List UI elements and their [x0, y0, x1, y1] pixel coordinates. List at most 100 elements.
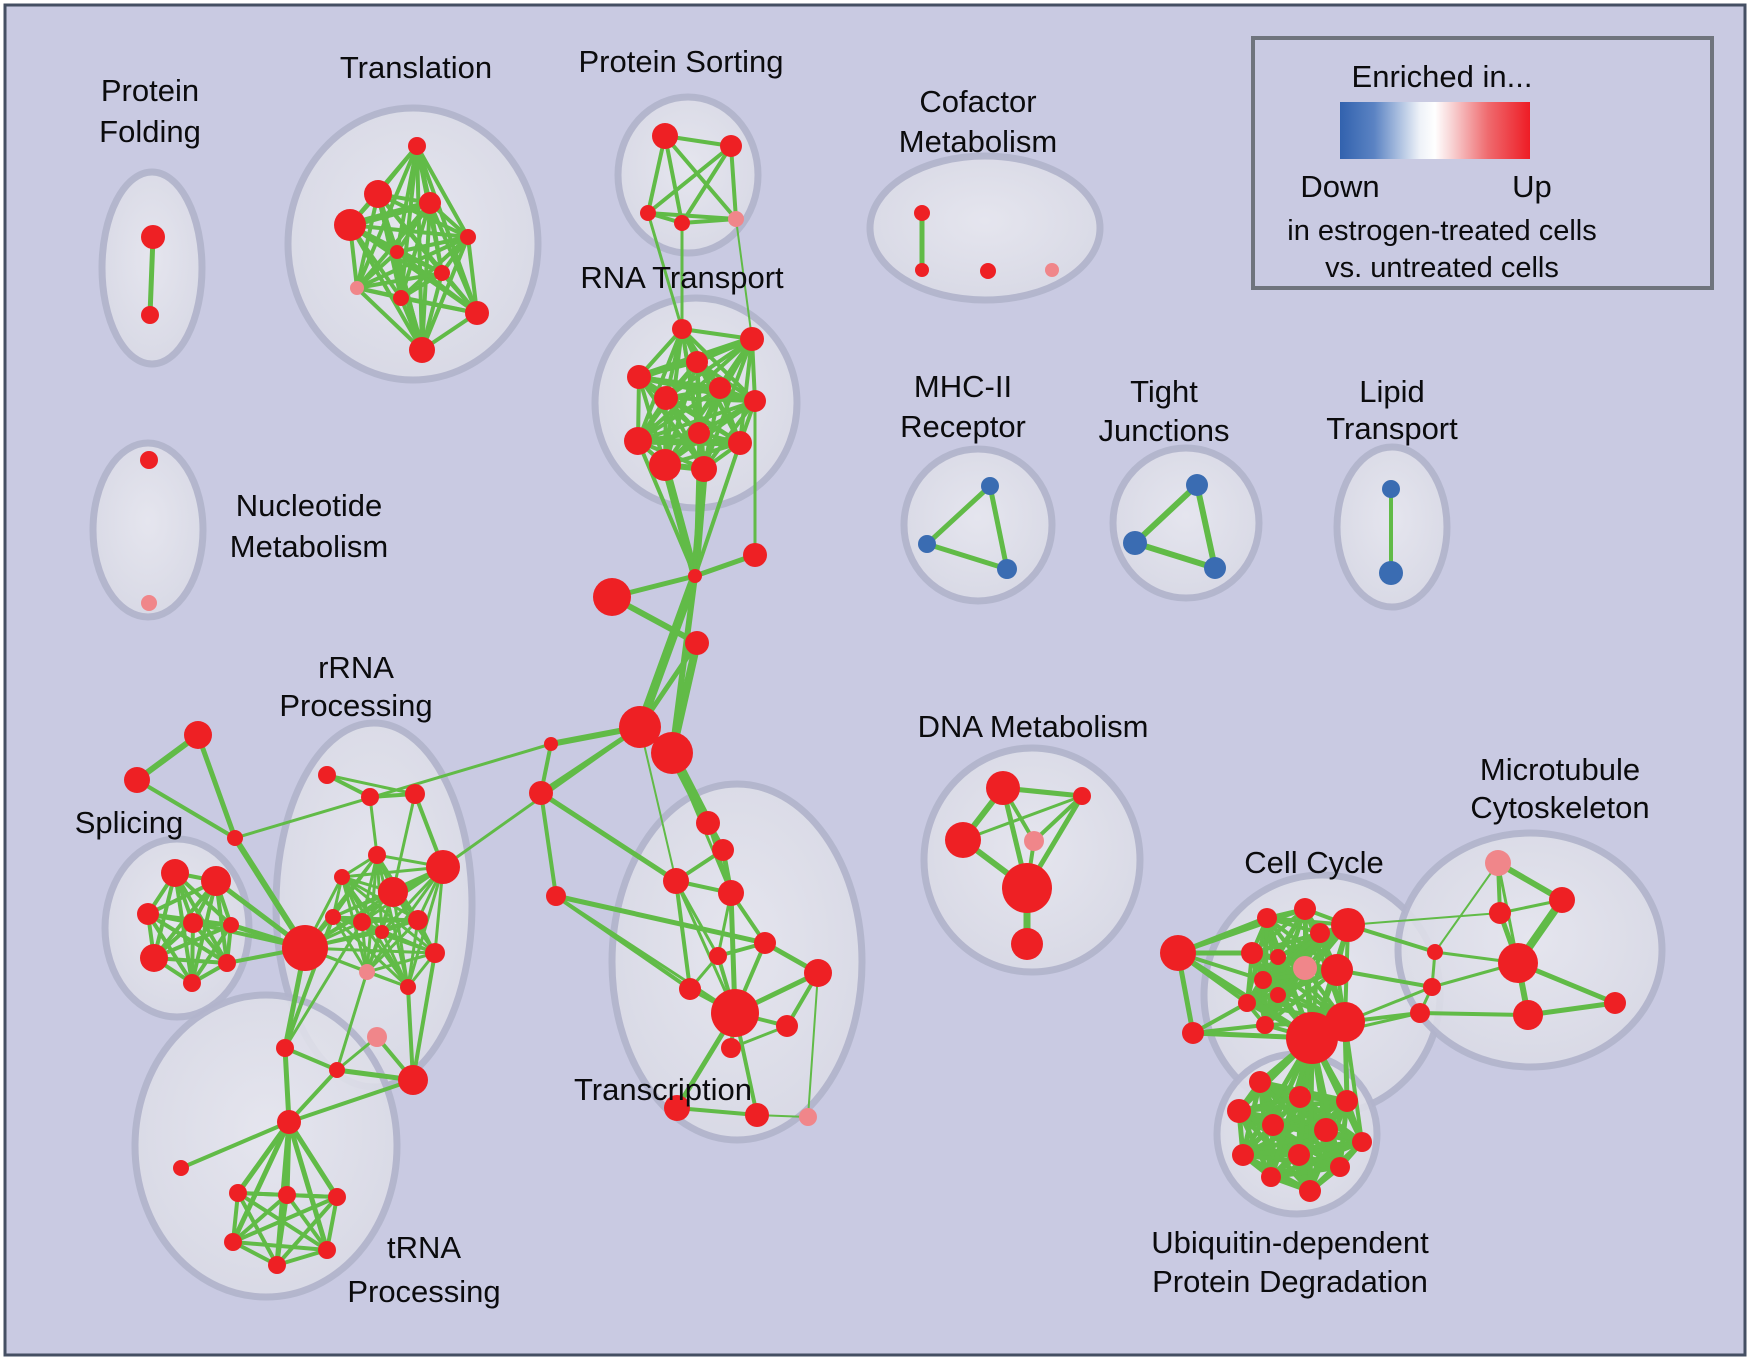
gene-set-node-dn5: [1002, 863, 1052, 913]
gene-set-node-rt7: [744, 390, 766, 412]
gene-set-node-tx3: [663, 868, 689, 894]
legend-box: [1251, 36, 1714, 290]
cluster-label-rrna-processing-line1: rRNA: [318, 650, 394, 685]
gene-set-node-cA: [688, 569, 702, 583]
edge-rt1-rt7: [680, 327, 757, 403]
edge-rr3-rr8: [391, 792, 417, 894]
edge-pf1-pf2: [147, 234, 156, 318]
edge-rt11-cA: [661, 461, 699, 580]
gene-set-node-rt5: [709, 377, 731, 399]
gene-set-node-cc9: [1270, 987, 1286, 1003]
legend: Enriched in... Down Up in estrogen-treat…: [1251, 36, 1714, 290]
edge-rt2-rt10: [738, 337, 754, 445]
gene-set-node-rt11: [649, 449, 681, 481]
gene-set-node-tn1: [229, 1184, 247, 1202]
edge-ps2-ps3: [646, 144, 733, 215]
edge-rt9-rt10: [634, 437, 744, 447]
gene-set-node-tx9: [776, 1015, 798, 1037]
gene-set-node-cc5: [1241, 942, 1263, 964]
gene-set-node-dn3: [945, 822, 981, 858]
gene-set-node-cD2: [651, 732, 693, 774]
edge-rt7-rt12: [702, 399, 757, 471]
gene-set-node-tx1: [696, 811, 720, 835]
edge-dn2-dn4: [1032, 794, 1084, 843]
gene-set-node-tn3: [328, 1188, 346, 1206]
edge-tr6-tr10: [395, 250, 479, 315]
gene-set-node-ps5: [728, 211, 744, 227]
gene-set-node-cc2: [1294, 898, 1316, 920]
edge-tn2-tn5: [285, 1193, 329, 1252]
gene-set-node-ub4: [1227, 1099, 1251, 1123]
cluster-label-mhc-ii-receptor-line2: Receptor: [900, 409, 1026, 444]
gene-set-node-ub1: [1249, 1071, 1271, 1093]
gene-set-node-rr3: [405, 784, 425, 804]
gene-set-node-tx4: [718, 880, 744, 906]
cluster-label-tight-junctions-line1: Tight: [1130, 374, 1198, 409]
gene-set-node-tj1: [1186, 474, 1208, 496]
edge-rr13-tb3: [406, 985, 415, 1082]
cluster-label-ubiquitin-degradation-line2: Protein Degradation: [1152, 1264, 1428, 1299]
gene-set-node-cc11: [1256, 1016, 1274, 1034]
gene-set-node-tx2: [712, 839, 734, 861]
gene-set-node-st2: [124, 767, 150, 793]
gene-set-node-rr2: [361, 788, 379, 806]
gene-set-node-tr2: [364, 180, 392, 208]
cluster-label-tight-junctions-line2: Junctions: [1099, 413, 1230, 448]
gene-set-node-dn4: [1024, 831, 1044, 851]
gene-set-node-tb1: [276, 1039, 294, 1057]
gene-set-node-nm1: [140, 451, 158, 469]
gene-set-node-tr9: [393, 290, 409, 306]
gene-set-node-tr8: [350, 281, 364, 295]
edge-trhub-tiso: [179, 1120, 291, 1170]
gene-set-node-tr6: [390, 245, 404, 259]
gene-set-node-cF: [529, 781, 553, 805]
edge-mh2-mh3: [924, 541, 1010, 572]
edge-tr4-tr11: [348, 223, 424, 352]
gene-set-node-cc6: [1270, 949, 1286, 965]
cluster-label-protein-sorting: Protein Sorting: [578, 44, 783, 79]
gene-set-node-rt9: [624, 427, 652, 455]
gene-set-node-rr1: [318, 766, 336, 784]
cluster-label-ubiquitin-degradation-line1: Ubiquitin-dependent: [1151, 1225, 1429, 1260]
gene-set-node-ub12: [1299, 1180, 1321, 1202]
edge-rt2-rt12: [702, 337, 754, 471]
gene-set-node-cf2: [915, 263, 929, 277]
edge-sp3-sp8: [146, 912, 229, 965]
edge-tr2-tr8: [355, 192, 380, 290]
gene-set-node-cC: [685, 631, 709, 655]
edge-rr11-rr12: [365, 951, 437, 974]
gene-set-node-mh2: [918, 535, 936, 553]
edge-tj2-tj3: [1132, 540, 1218, 571]
edge-rr7-tb1: [283, 920, 364, 1050]
cluster-label-rna-transport: RNA Transport: [580, 260, 784, 295]
edge-sp5-sp7: [190, 923, 233, 985]
edge-trhub-tn1: [235, 1119, 292, 1196]
cluster-label-protein-folding-line2: Folding: [99, 114, 201, 149]
edge-tx3-txhub: [674, 879, 737, 1015]
cluster-label-microtubule-cytoskeleton-line1: Microtubule: [1480, 752, 1640, 787]
gene-set-node-dn6: [1011, 928, 1043, 960]
gene-set-node-tn6: [268, 1256, 286, 1274]
cluster-labels: Protein Folding Translation Protein Sorting…: [75, 44, 1650, 1309]
edge-rt9-cA: [636, 439, 697, 578]
gene-set-node-rrhub: [282, 925, 328, 971]
gene-set-node-ccL1: [1160, 935, 1196, 971]
edge-mh1-mh3: [987, 483, 1010, 572]
gene-set-node-tr3: [419, 192, 441, 214]
cluster-label-nucleotide-metabolism-line1: Nucleotide: [236, 488, 382, 523]
gene-set-node-sp6: [140, 944, 168, 972]
gene-set-node-rt4: [627, 365, 651, 389]
gene-set-node-tn5: [318, 1241, 336, 1259]
edge-st2-st3: [135, 778, 237, 840]
edge-trhub-tn3: [286, 1119, 340, 1200]
gene-set-node-rr9: [426, 850, 460, 884]
edge-ps3-ps5: [646, 211, 738, 221]
edge-rt1-rt9: [636, 327, 684, 443]
edge-tn3-tn4: [231, 1195, 339, 1244]
legend-title: Enriched in...: [1352, 59, 1533, 94]
edge-tr5-tr10: [466, 235, 479, 315]
gene-set-node-tx6: [709, 947, 727, 965]
edge-cA-cD2: [669, 573, 698, 756]
edge-tr9-tr10: [399, 296, 479, 315]
edge-rr12-tb2: [335, 970, 369, 1072]
